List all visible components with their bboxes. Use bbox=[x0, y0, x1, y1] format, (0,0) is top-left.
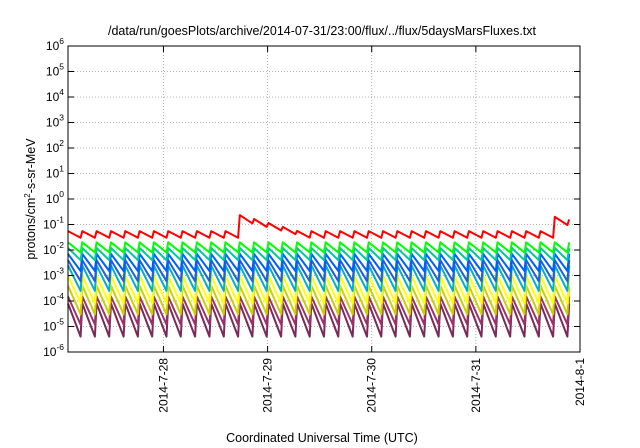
y-axis-label-post: -s-sr-MeV bbox=[24, 138, 38, 194]
y-tick-base: 10 bbox=[46, 65, 60, 79]
y-tick-exp: 6 bbox=[59, 36, 64, 46]
y-tick-base: 10 bbox=[43, 218, 57, 232]
y-tick-exp: -2 bbox=[56, 240, 64, 250]
y-tick-base: 10 bbox=[46, 116, 60, 130]
y-tick-exp: 1 bbox=[59, 164, 64, 174]
x-tick-label: 2014-7-28 bbox=[156, 358, 170, 413]
y-tick-exp: -5 bbox=[56, 317, 64, 327]
y-tick-label: 10-3 bbox=[43, 266, 64, 283]
y-tick-label: 10-1 bbox=[43, 215, 64, 232]
x-tick-label: 2014-7-30 bbox=[365, 358, 379, 413]
series-line bbox=[67, 214, 571, 239]
y-axis-label: protons/cm2-s-sr-MeV bbox=[23, 138, 38, 260]
y-tick-exp: -1 bbox=[56, 215, 64, 225]
y-tick-base: 10 bbox=[46, 192, 60, 206]
y-tick-base: 10 bbox=[46, 141, 60, 155]
y-tick-label: 101 bbox=[46, 164, 64, 181]
y-tick-label: 102 bbox=[46, 138, 64, 155]
y-tick-base: 10 bbox=[43, 294, 57, 308]
y-tick-label: 10-6 bbox=[43, 342, 64, 359]
y-tick-base: 10 bbox=[43, 269, 57, 283]
y-tick-label: 10-5 bbox=[43, 317, 64, 334]
y-tick-base: 10 bbox=[46, 90, 60, 104]
y-tick-base: 10 bbox=[46, 39, 60, 53]
y-tick-label: 10-2 bbox=[43, 240, 64, 257]
y-tick-exp: 2 bbox=[59, 138, 64, 148]
y-tick-exp: 5 bbox=[59, 62, 64, 72]
y-axis-label-pre: protons/cm bbox=[24, 198, 38, 260]
y-tick-base: 10 bbox=[43, 320, 57, 334]
series-group bbox=[67, 214, 571, 338]
y-tick-label: 106 bbox=[46, 36, 64, 53]
x-tick-label: 2014-8-1 bbox=[573, 358, 587, 406]
y-tick-label: 100 bbox=[46, 189, 64, 206]
y-axis-label-sup: 2 bbox=[23, 193, 32, 198]
x-tick-labels: 2014-7-28 2014-7-29 2014-7-30 2014-7-31 2014… bbox=[156, 358, 587, 413]
x-axis-label: Coordinated Universal Time (UTC) bbox=[226, 431, 418, 445]
y-tick-label: 104 bbox=[46, 87, 64, 104]
y-tick-exp: 0 bbox=[59, 189, 64, 199]
y-tick-labels: 10-610-510-410-310-210-11001011021031041… bbox=[43, 36, 64, 359]
series-line bbox=[67, 252, 571, 272]
y-tick-label: 105 bbox=[46, 62, 64, 79]
series-line bbox=[67, 247, 571, 262]
ticks bbox=[68, 45, 581, 353]
y-tick-base: 10 bbox=[43, 345, 57, 359]
y-tick-base: 10 bbox=[43, 243, 57, 257]
x-tick-label: 2014-7-29 bbox=[261, 358, 275, 413]
y-tick-label: 103 bbox=[46, 113, 64, 130]
x-tick-label: 2014-7-31 bbox=[469, 358, 483, 413]
y-tick-label: 10-4 bbox=[43, 291, 64, 308]
series-line bbox=[67, 241, 571, 254]
chart-title: /data/run/goesPlots/archive/2014-07-31/2… bbox=[108, 24, 537, 38]
y-tick-exp: 4 bbox=[59, 87, 64, 97]
y-tick-base: 10 bbox=[46, 167, 60, 181]
y-tick-exp: -3 bbox=[56, 266, 64, 276]
y-tick-exp: 3 bbox=[59, 113, 64, 123]
y-tick-exp: -6 bbox=[56, 342, 64, 352]
y-tick-exp: -4 bbox=[56, 291, 64, 301]
